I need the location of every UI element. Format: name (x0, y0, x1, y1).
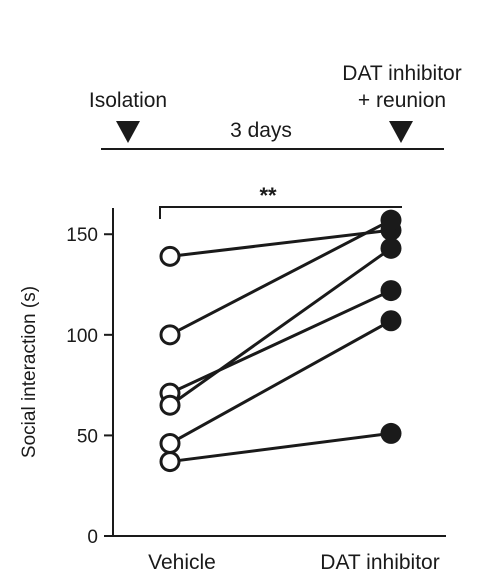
vehicle-point (159, 451, 181, 473)
y-tick-label: 150 (66, 225, 98, 246)
significance-bracket: ** (159, 183, 402, 219)
pair-line (169, 431, 392, 464)
y-ticks: 0 50 100 150 (66, 225, 113, 548)
isolation-arrow-icon (116, 121, 140, 143)
timeline-duration-label: 3 days (230, 119, 292, 142)
dat-inhibitor-point (380, 310, 402, 332)
vehicle-point (159, 432, 181, 454)
axes: Social interaction (s) Vehicle DAT inhib… (19, 208, 446, 574)
y-tick-label: 50 (77, 426, 98, 447)
dat-inhibitor-point (380, 280, 402, 302)
timeline-isolation-label: Isolation (89, 89, 167, 112)
timeline-treatment-label-line1: DAT inhibitor (342, 62, 461, 85)
timeline-treatment-label-line2: + reunion (358, 89, 446, 112)
x-tick-label-dat-inhibitor: DAT inhibitor (320, 551, 439, 574)
dat-inhibitor-point (380, 237, 402, 259)
y-axis-label: Social interaction (s) (19, 286, 40, 458)
vehicle-point (159, 324, 181, 346)
pair-line (169, 228, 392, 258)
pair-line (169, 289, 392, 395)
y-tick-label: 0 (87, 527, 98, 548)
reunion-arrow-icon (389, 121, 413, 143)
significance-label: ** (259, 183, 277, 208)
data-points (159, 209, 402, 473)
pair-line (169, 247, 392, 407)
y-tick-label: 100 (66, 326, 98, 347)
vehicle-point (159, 394, 181, 416)
dat-inhibitor-point (380, 422, 402, 444)
timeline: Isolation 3 days DAT inhibitor + reunion (89, 62, 462, 150)
dat-inhibitor-point (380, 209, 402, 231)
bracket-line (159, 206, 402, 219)
pair-line (169, 319, 392, 445)
pair-line (169, 218, 392, 337)
vehicle-point (159, 245, 181, 267)
pair-lines (169, 218, 392, 464)
x-tick-label-vehicle: Vehicle (148, 551, 216, 574)
